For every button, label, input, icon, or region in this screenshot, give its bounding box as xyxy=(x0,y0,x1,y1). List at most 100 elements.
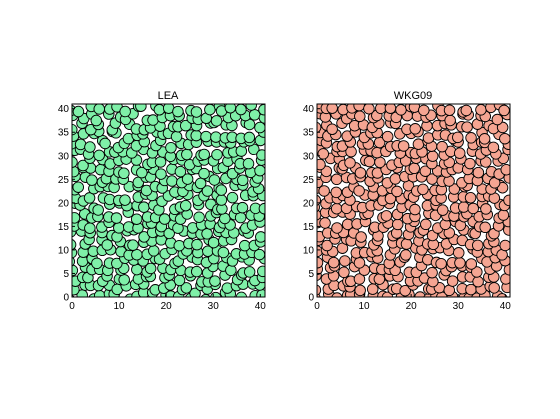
y-tick-label: 10 xyxy=(58,245,70,256)
scatter-point xyxy=(84,141,96,153)
scatter-point xyxy=(465,132,477,144)
scatter-panel-lea: LEA 0 10 20 30 40 0 5 10 15 20 25 30 35 40 xyxy=(58,90,267,312)
scatter-point xyxy=(412,138,425,150)
scatter-point xyxy=(194,177,207,190)
scatter-point xyxy=(258,104,265,116)
scatter-point xyxy=(436,140,448,153)
y-tick-label: 15 xyxy=(303,222,315,233)
scatter-point xyxy=(318,185,330,197)
scatter-point xyxy=(254,121,265,134)
scatter-point xyxy=(255,231,265,243)
x-axis-ticks: 0 10 20 30 40 xyxy=(314,294,511,312)
scatter-point xyxy=(461,121,473,133)
scatter-point xyxy=(198,148,210,161)
scatter-point xyxy=(491,113,504,126)
scatter-point xyxy=(200,130,212,143)
x-tick-label: 40 xyxy=(255,301,267,312)
scatter-point xyxy=(363,104,375,115)
scatter-point xyxy=(155,168,167,180)
x-tick-label: 40 xyxy=(500,301,512,312)
scatter-point xyxy=(457,201,470,213)
y-tick-label: 0 xyxy=(63,293,69,304)
y-tick-label: 15 xyxy=(58,222,70,233)
scatter-point xyxy=(363,155,376,168)
scatter-point xyxy=(496,293,508,297)
scatter-point xyxy=(93,149,105,162)
scatter-point xyxy=(499,239,510,252)
scatter-point xyxy=(210,131,222,143)
y-axis-ticks: 0 5 10 15 20 25 30 35 40 xyxy=(58,104,75,304)
scatter-point xyxy=(242,157,255,170)
y-tick-label: 20 xyxy=(58,198,70,209)
scatter-point xyxy=(496,121,509,134)
scatter-point xyxy=(326,123,338,135)
scatter-point xyxy=(180,282,193,294)
panel-title: WKG09 xyxy=(394,90,433,102)
scatter-point xyxy=(409,123,421,135)
scatter-point xyxy=(443,104,456,116)
scatter-point xyxy=(217,246,230,259)
scatter-point xyxy=(72,156,78,168)
scatter-point xyxy=(144,262,157,275)
scatter-point xyxy=(191,238,203,251)
scatter-point xyxy=(353,257,366,269)
y-tick-label: 0 xyxy=(308,293,314,304)
scatter-point xyxy=(353,104,365,112)
scatter-point xyxy=(460,104,473,117)
scatter-point xyxy=(254,164,265,177)
scatter-point xyxy=(135,104,147,112)
scatter-point xyxy=(317,148,330,160)
scatter-point xyxy=(374,156,386,169)
scatter-point xyxy=(464,191,477,204)
scatter-point xyxy=(330,202,343,215)
scatter-point xyxy=(77,159,89,172)
scatter-point xyxy=(172,105,184,118)
scatter-point xyxy=(452,247,465,259)
scatter-point xyxy=(487,141,500,154)
scatter-panel-wkg09: WKG09 0 10 20 30 40 0 5 10 15 20 25 30 35 40 xyxy=(303,90,511,312)
x-tick-label: 30 xyxy=(208,301,220,312)
scatter-point xyxy=(118,274,130,286)
scatter-point xyxy=(136,166,148,179)
scatter-point xyxy=(198,167,210,180)
scatter-point xyxy=(101,239,114,251)
scatter-point xyxy=(257,265,265,278)
y-tick-label: 35 xyxy=(58,128,70,139)
scatter-point xyxy=(500,163,510,176)
scatter-point xyxy=(256,149,265,161)
scatter-point xyxy=(479,221,491,234)
scatter-point xyxy=(408,162,421,175)
scatter-point xyxy=(211,148,223,161)
scatter-point xyxy=(366,283,379,295)
scatter-point xyxy=(503,194,510,207)
scatter-point xyxy=(131,248,143,261)
scatter-point xyxy=(113,222,125,234)
scatter-point xyxy=(99,137,111,150)
scatter-point xyxy=(497,209,510,221)
scatter-point xyxy=(190,106,203,118)
scatter-point xyxy=(189,287,201,297)
y-axis-ticks: 0 5 10 15 20 25 30 35 40 xyxy=(303,104,320,304)
scatter-point xyxy=(235,104,247,116)
scatter-point xyxy=(391,185,403,198)
scatter-point xyxy=(173,239,186,252)
scatter-point xyxy=(236,174,249,187)
axes-frame xyxy=(316,103,511,298)
scatter-point xyxy=(119,105,131,118)
panel-title: LEA xyxy=(158,90,179,102)
scatter-point xyxy=(397,140,410,152)
scatter-point xyxy=(243,266,256,278)
scatter-point xyxy=(453,147,466,159)
point-group xyxy=(317,104,510,297)
scatter-point xyxy=(339,255,351,267)
scatter-point xyxy=(498,104,510,117)
scatter-point xyxy=(154,156,167,168)
scatter-point xyxy=(400,238,413,250)
scatter-point xyxy=(72,105,85,118)
scatter-point xyxy=(373,273,386,285)
scatter-point xyxy=(72,212,81,224)
scatter-point xyxy=(467,202,479,215)
y-tick-label: 35 xyxy=(303,128,315,139)
y-tick-label: 5 xyxy=(308,269,314,280)
